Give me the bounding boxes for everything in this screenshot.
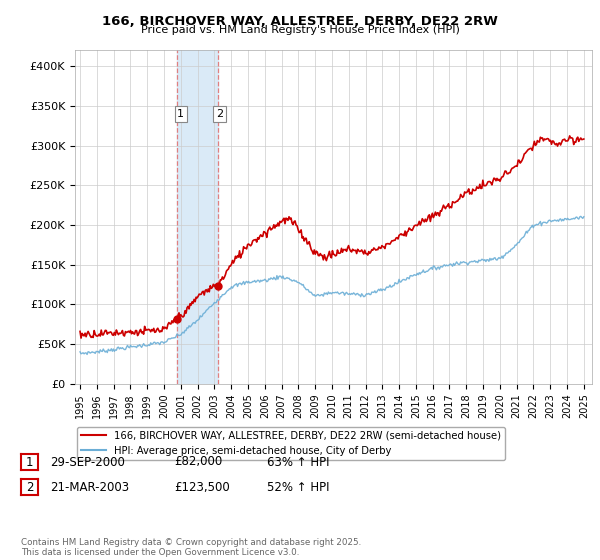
Text: £82,000: £82,000: [174, 455, 222, 469]
Text: 2: 2: [216, 109, 223, 119]
Text: 29-SEP-2000: 29-SEP-2000: [50, 455, 125, 469]
Text: 21-MAR-2003: 21-MAR-2003: [50, 480, 129, 494]
Text: 52% ↑ HPI: 52% ↑ HPI: [267, 480, 329, 494]
Text: Contains HM Land Registry data © Crown copyright and database right 2025.
This d: Contains HM Land Registry data © Crown c…: [21, 538, 361, 557]
Text: 2: 2: [26, 480, 33, 494]
Text: £123,500: £123,500: [174, 480, 230, 494]
Text: 1: 1: [26, 455, 33, 469]
Text: 63% ↑ HPI: 63% ↑ HPI: [267, 455, 329, 469]
Text: Price paid vs. HM Land Registry's House Price Index (HPI): Price paid vs. HM Land Registry's House …: [140, 25, 460, 35]
Bar: [176, 50, 218, 384]
Text: 166, BIRCHOVER WAY, ALLESTREE, DERBY, DE22 2RW: 166, BIRCHOVER WAY, ALLESTREE, DERBY, DE…: [102, 15, 498, 27]
Text: 1: 1: [177, 109, 184, 119]
Legend: 166, BIRCHOVER WAY, ALLESTREE, DERBY, DE22 2RW (semi-detached house), HPI: Avera: 166, BIRCHOVER WAY, ALLESTREE, DERBY, DE…: [77, 427, 505, 460]
